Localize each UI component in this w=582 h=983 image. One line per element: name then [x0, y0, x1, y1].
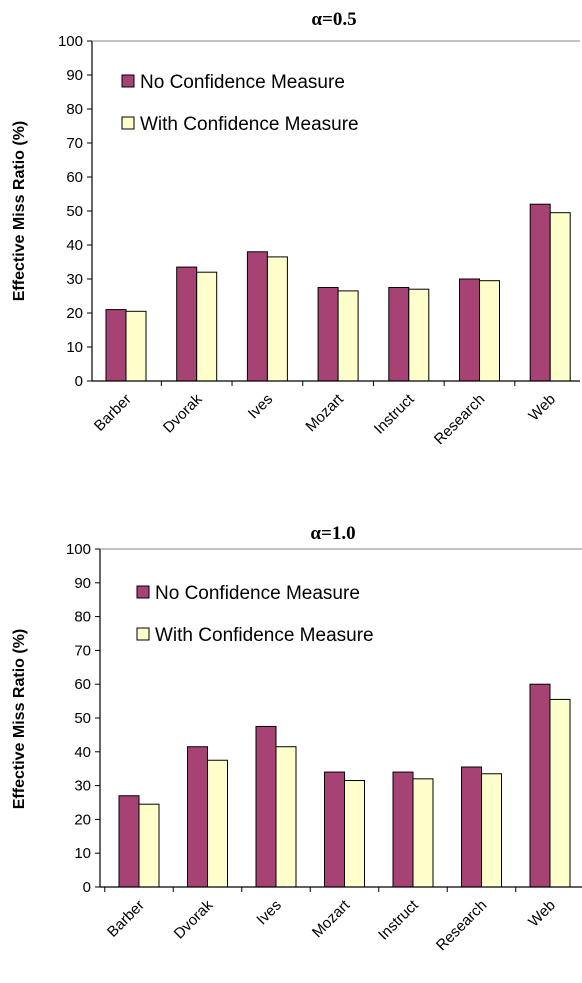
legend-swatch-no-confidence — [121, 74, 135, 88]
bar-no-confidence-measure-research — [459, 278, 480, 382]
bar-with-confidence-measure-web — [549, 698, 571, 888]
y-tick-label-50: 50 — [74, 710, 91, 727]
y-tick-label-40: 40 — [74, 744, 91, 761]
y-axis-label: Effective Miss Ratio (%) — [11, 121, 28, 301]
legend-swatch-with-confidence — [121, 116, 135, 130]
chart-alpha-1-0: α=1.0 Effective Miss Ratio (%) No Confid… — [11, 523, 582, 954]
bar-no-confidence-measure-dvorak — [176, 266, 198, 382]
bar-with-confidence-measure-dvorak — [207, 759, 228, 888]
bar-with-confidence-measure-research — [479, 280, 500, 382]
y-tick-label-100: 100 — [58, 33, 83, 50]
bar-no-confidence-measure-web — [529, 683, 551, 888]
y-tick-label-100: 100 — [66, 541, 91, 558]
y-tick-label-60: 60 — [74, 676, 91, 693]
legend: No Confidence Measure With Confidence Me… — [136, 583, 374, 646]
y-tick-label-40: 40 — [66, 237, 83, 254]
y-tick-label-90: 90 — [66, 67, 83, 84]
x-tick-label-barber: Barber — [104, 897, 148, 941]
x-tick-label-dvorak: Dvorak — [160, 390, 206, 436]
legend-label-with-confidence: With Confidence Measure — [155, 625, 374, 646]
legend-swatch-with-confidence — [136, 627, 150, 641]
y-tick-label-90: 90 — [74, 575, 91, 592]
x-tick-label-instruct: Instruct — [371, 390, 418, 437]
x-tick-label-ives: Ives — [245, 391, 276, 422]
bar-no-confidence-measure-mozart — [324, 771, 345, 888]
y-tick-label-50: 50 — [66, 203, 83, 220]
y-tick-label-20: 20 — [74, 811, 91, 828]
bar-no-confidence-measure-barber — [105, 309, 127, 382]
y-tick-label-70: 70 — [66, 135, 83, 152]
legend-label-no-confidence: No Confidence Measure — [140, 72, 345, 93]
bars — [118, 683, 571, 888]
bar-no-confidence-measure-instruct — [392, 771, 414, 888]
bar-with-confidence-measure-web — [549, 212, 571, 382]
y-tick-label-0: 0 — [83, 879, 91, 896]
y-tick-label-80: 80 — [66, 101, 83, 118]
y-tick-label-30: 30 — [66, 271, 83, 288]
bar-no-confidence-measure-ives — [246, 251, 268, 382]
bar-with-confidence-measure-ives — [275, 746, 297, 888]
chart-title: α=0.5 — [311, 9, 356, 30]
bar-with-confidence-measure-research — [481, 773, 502, 888]
x-tick-label-web: Web — [525, 391, 559, 425]
y-tick-label-10: 10 — [66, 339, 83, 356]
legend-label-with-confidence: With Confidence Measure — [140, 114, 359, 135]
bar-with-confidence-measure-dvorak — [196, 271, 218, 382]
x-tick-label-instruct: Instruct — [375, 896, 422, 943]
x-tick-label-barber: Barber — [91, 391, 135, 435]
y-tick-label-60: 60 — [66, 169, 83, 186]
x-tick-label-mozart: Mozart — [302, 390, 347, 435]
chart-title: α=1.0 — [310, 523, 355, 544]
bar-with-confidence-measure-barber — [138, 803, 160, 888]
x-tick-label-research: Research — [431, 391, 488, 448]
legend-swatch-no-confidence — [136, 585, 150, 599]
bar-with-confidence-measure-ives — [266, 256, 288, 382]
y-axis-label: Effective Miss Ratio (%) — [11, 629, 28, 809]
bars — [105, 203, 571, 382]
x-tick-label-dvorak: Dvorak — [171, 896, 217, 942]
bar-with-confidence-measure-barber — [125, 310, 147, 382]
bar-with-confidence-measure-mozart — [344, 780, 365, 888]
bar-with-confidence-measure-mozart — [337, 290, 359, 382]
bar-with-confidence-measure-instruct — [408, 288, 430, 382]
chart-alpha-0-5: α=0.5 Effective Miss Ratio (%) No Confid… — [11, 9, 580, 448]
y-tick-label-30: 30 — [74, 778, 91, 795]
bar-no-confidence-measure-web — [529, 203, 551, 382]
y-tick-label-10: 10 — [74, 845, 91, 862]
bar-no-confidence-measure-barber — [118, 795, 140, 888]
bar-no-confidence-measure-research — [461, 766, 482, 888]
bar-no-confidence-measure-mozart — [317, 287, 339, 382]
x-tick-label-mozart: Mozart — [309, 896, 354, 941]
axes: Barber Dvorak Ives Mozart Instruct Research We… — [58, 33, 580, 448]
bar-no-confidence-measure-ives — [255, 725, 277, 888]
y-tick-label-80: 80 — [74, 609, 91, 626]
bar-no-confidence-measure-dvorak — [187, 746, 208, 888]
bar-no-confidence-measure-instruct — [388, 287, 410, 382]
legend: No Confidence Measure With Confidence Me… — [121, 72, 359, 135]
bar-with-confidence-measure-instruct — [412, 778, 434, 888]
x-tick-label-web: Web — [525, 897, 559, 931]
y-tick-label-0: 0 — [75, 373, 83, 390]
y-tick-label-20: 20 — [66, 305, 83, 322]
x-tick-label-ives: Ives — [253, 897, 284, 928]
legend-label-no-confidence: No Confidence Measure — [155, 583, 360, 604]
y-tick-label-70: 70 — [74, 642, 91, 659]
x-tick-label-research: Research — [433, 897, 490, 954]
